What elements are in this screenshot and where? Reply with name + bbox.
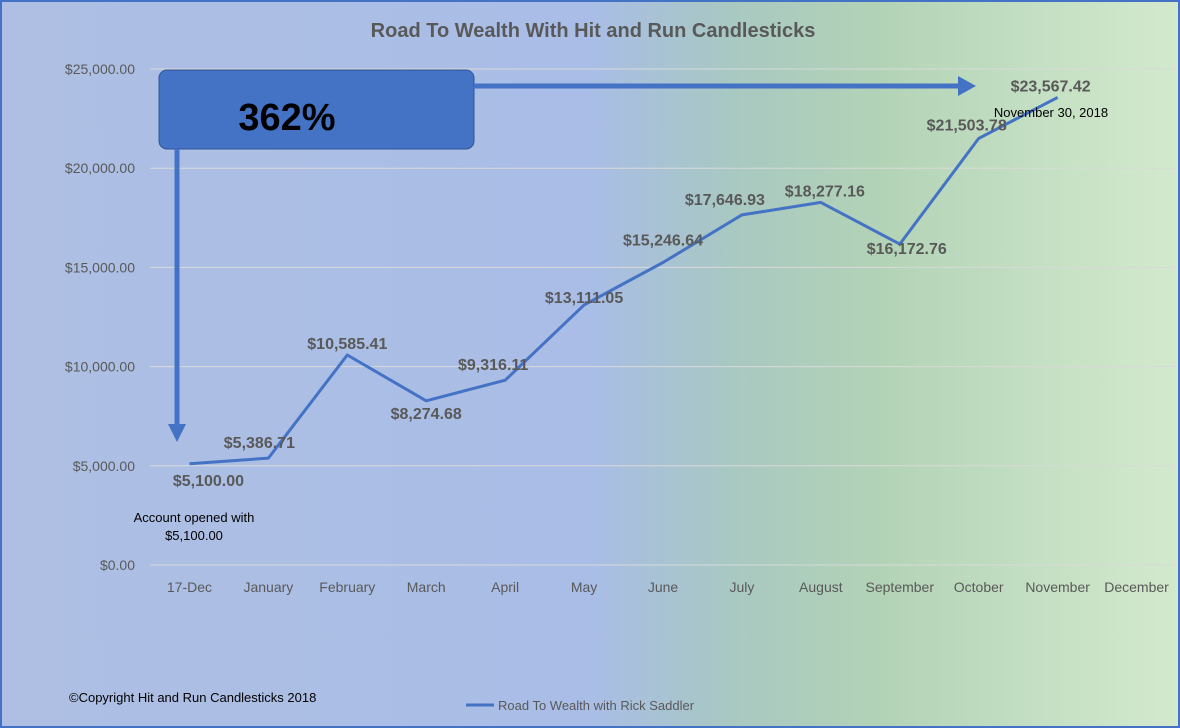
account-opened-line1: Account opened with — [134, 510, 255, 525]
gain-callout: 362% — [158, 69, 976, 442]
data-label: $10,585.41 — [307, 336, 387, 353]
x-tick-label: May — [571, 579, 597, 595]
x-tick-label: 17-Dec — [167, 579, 212, 595]
y-tick-label: $5,000.00 — [73, 458, 135, 474]
x-axis-ticks: 17-Dec January February March April May June Ju… — [167, 579, 1169, 595]
y-axis-ticks: $0.00 $5,000.00 $10,000.00 $15,000.00 $20,00… — [65, 61, 135, 573]
y-tick-label: $10,000.00 — [65, 359, 135, 375]
legend-label: Road To Wealth with Rick Saddler — [498, 698, 695, 713]
data-label: $23,567.42 — [1011, 78, 1091, 95]
legend: Road To Wealth with Rick Saddler — [466, 698, 695, 713]
data-label: $17,646.93 — [685, 192, 765, 209]
data-label: $16,172.76 — [867, 241, 947, 258]
data-label: $13,111.05 — [545, 290, 623, 307]
data-label: $18,277.16 — [785, 183, 865, 200]
gain-percent-label: 362% — [238, 97, 335, 139]
y-tick-label: $20,000.00 — [65, 160, 135, 176]
data-label: $9,316.11 — [458, 357, 528, 374]
data-label: $8,274.68 — [391, 406, 462, 423]
x-tick-label: September — [866, 579, 935, 595]
data-label: $5,100.00 — [173, 473, 244, 490]
x-tick-label: December — [1104, 579, 1169, 595]
data-label: $15,246.64 — [623, 233, 703, 250]
final-date-label: November 30, 2018 — [994, 105, 1108, 120]
x-tick-label: January — [243, 579, 293, 595]
x-tick-label: November — [1025, 579, 1090, 595]
y-tick-label: $25,000.00 — [65, 61, 135, 77]
x-tick-label: March — [407, 579, 446, 595]
x-tick-label: July — [729, 579, 754, 595]
arrow-down-head — [168, 424, 186, 442]
chart-title: Road To Wealth With Hit and Run Candlest… — [371, 20, 816, 42]
y-tick-label: $0.00 — [100, 557, 135, 573]
data-labels: $5,100.00 $5,386.71 $10,585.41 $8,274.68 $9,… — [173, 78, 1091, 489]
gain-box — [158, 69, 475, 150]
x-tick-label: August — [799, 579, 843, 595]
x-tick-label: October — [954, 579, 1004, 595]
account-opened-line2: $5,100.00 — [165, 528, 223, 543]
x-tick-label: June — [648, 579, 679, 595]
x-tick-label: February — [319, 579, 375, 595]
copyright-text: ©Copyright Hit and Run Candlesticks 2018 — [69, 690, 316, 705]
data-label: $5,386.71 — [224, 435, 295, 452]
series-line — [189, 96, 1059, 466]
y-tick-label: $15,000.00 — [65, 259, 135, 275]
arrow-right-head — [958, 76, 976, 96]
gridlines — [150, 68, 1176, 566]
x-tick-label: April — [491, 579, 519, 595]
data-label: $21,503.78 — [927, 117, 1007, 134]
